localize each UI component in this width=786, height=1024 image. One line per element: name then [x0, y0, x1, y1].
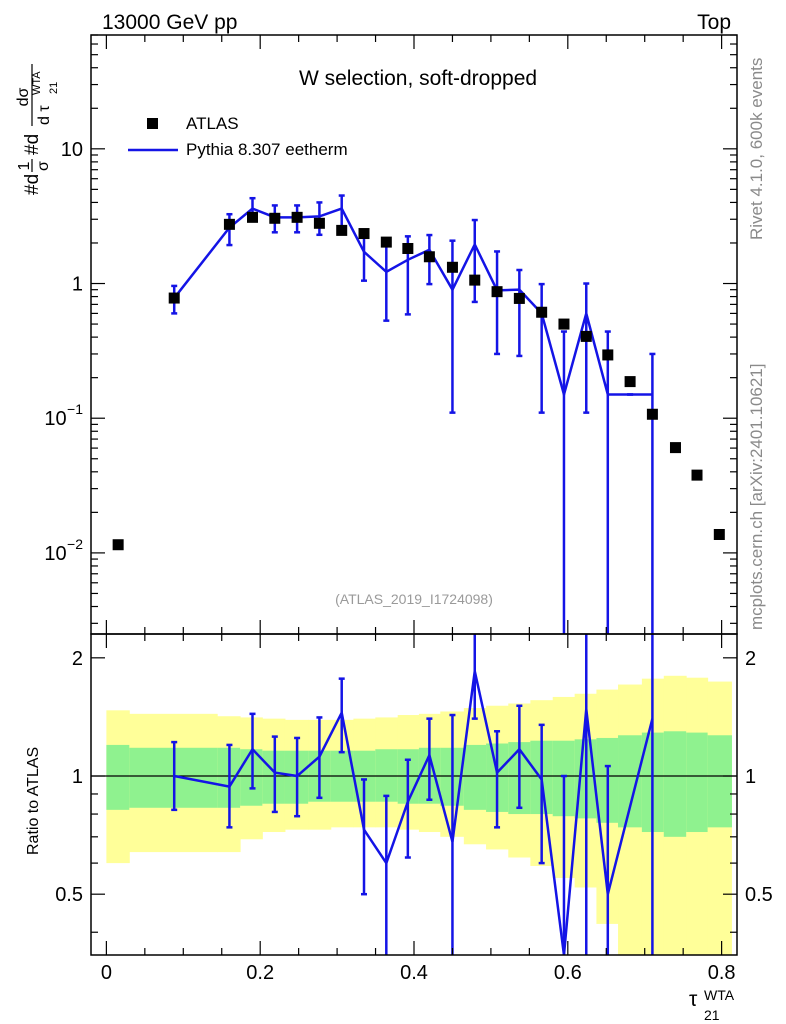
rivet-version-label: Rivet 4.1.0, 600k events — [747, 58, 766, 240]
main-y-tick-label: 10 — [44, 543, 66, 565]
atlas-data-point — [247, 211, 258, 223]
atlas-data-point — [112, 539, 124, 551]
x-tick-label: 0.2 — [246, 962, 274, 984]
ratio-y-tick-label: 1 — [72, 766, 83, 788]
band-inner-bin — [663, 731, 687, 837]
svg-text:21: 21 — [48, 82, 60, 94]
main-y-tick-exponent: −1 — [67, 401, 83, 417]
band-inner-bin — [686, 732, 709, 833]
band-inner-bin — [463, 744, 487, 810]
atlas-data-point — [558, 318, 570, 330]
x-axis-label: τ WTA 21 — [689, 987, 735, 1023]
legend: ATLAS Pythia 8.307 eetherm — [128, 114, 348, 159]
main-y-tick-label: 1 — [72, 274, 83, 296]
ratio-uncertainty-bands — [91, 675, 737, 955]
x-tick-label: 0.4 — [400, 962, 428, 984]
atlas-data-point — [269, 212, 281, 224]
atlas-data-point — [624, 376, 636, 388]
svg-text:WTA: WTA — [31, 71, 43, 95]
mc-series-ratio — [171, 634, 654, 956]
ratio-y-tick-label-right: 0.5 — [745, 884, 773, 906]
mc-line — [173, 207, 653, 400]
process-label: 13000 GeV pp — [102, 11, 237, 34]
atlas-data-point — [402, 242, 414, 254]
legend-marker-atlas — [147, 118, 158, 129]
data-series-main — [112, 211, 725, 551]
legend-label-atlas: ATLAS — [186, 114, 239, 133]
svg-text:21: 21 — [704, 1007, 720, 1023]
svg-text:1: 1 — [16, 161, 33, 170]
band-inner-bin — [618, 735, 643, 828]
atlas-data-point — [423, 251, 435, 263]
svg-text:τ: τ — [689, 988, 698, 1011]
ratio-y-axis-label: Ratio to ATLAS — [25, 747, 42, 855]
svg-text:σ: σ — [35, 161, 52, 171]
atlas-data-point — [580, 330, 592, 342]
mc-series-main — [171, 194, 656, 634]
svg-text:dσ: dσ — [15, 87, 32, 106]
ratio-y-tick-label: 2 — [72, 648, 83, 670]
atlas-data-point — [491, 286, 503, 298]
atlas-data-point — [602, 349, 614, 361]
atlas-data-point — [469, 274, 481, 286]
atlas-data-point — [380, 236, 392, 248]
band-inner-bin — [707, 735, 732, 828]
atlas-data-point — [513, 292, 525, 304]
svg-text:#d: #d — [22, 174, 43, 195]
atlas-data-point — [646, 408, 658, 420]
atlas-data-point — [223, 218, 235, 230]
x-tick-label: 0.6 — [554, 962, 582, 984]
legend-label-pythia: Pythia 8.307 eetherm — [186, 140, 348, 159]
main-y-tick-label: 10 — [44, 408, 66, 430]
atlas-data-point — [536, 306, 548, 318]
x-tick-label: 0.8 — [708, 962, 736, 984]
ratio-y-tick-label: 0.5 — [55, 884, 83, 906]
atlas-data-point — [669, 442, 681, 454]
ratio-y-tick-label-right: 2 — [745, 648, 756, 670]
svg-text:#d: #d — [22, 134, 43, 155]
main-y-axis-label: #d 1 σ #d dσ d τ WTA 21 — [15, 64, 60, 195]
plot-title: W selection, soft-dropped — [299, 67, 537, 90]
reference-label: (ATLAS_2019_I1724098) — [335, 591, 493, 607]
svg-text:WTA: WTA — [704, 987, 735, 1003]
x-tick-label: 0 — [101, 962, 112, 984]
atlas-data-point — [691, 469, 703, 481]
main-y-tick-exponent: −2 — [67, 536, 83, 552]
ratio-y-tick-label-right: 1 — [745, 766, 756, 788]
atlas-data-point — [336, 224, 348, 236]
ratio-line — [173, 670, 654, 956]
analysis-group-label: Top — [697, 11, 731, 34]
svg-text:d τ: d τ — [36, 105, 53, 125]
mcplots-credit-label: mcplots.cern.ch [arXiv:2401.10621] — [747, 364, 766, 630]
atlas-data-point — [291, 211, 303, 223]
band-inner-bin — [106, 744, 130, 810]
atlas-data-point — [168, 292, 180, 304]
atlas-data-point — [446, 261, 458, 273]
atlas-data-point — [713, 528, 725, 540]
atlas-data-point — [358, 228, 370, 240]
main-y-tick-label: 10 — [61, 139, 83, 161]
atlas-data-point — [313, 217, 325, 229]
